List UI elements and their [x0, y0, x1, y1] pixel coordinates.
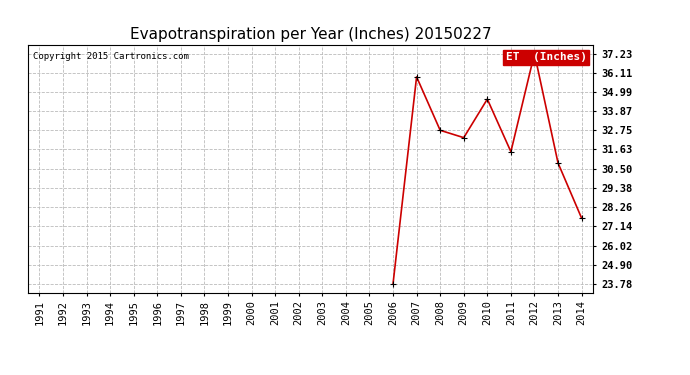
Text: ET  (Inches): ET (Inches)	[506, 53, 586, 62]
Text: Copyright 2015 Cartronics.com: Copyright 2015 Cartronics.com	[33, 53, 189, 62]
Title: Evapotranspiration per Year (Inches) 20150227: Evapotranspiration per Year (Inches) 201…	[130, 27, 491, 42]
